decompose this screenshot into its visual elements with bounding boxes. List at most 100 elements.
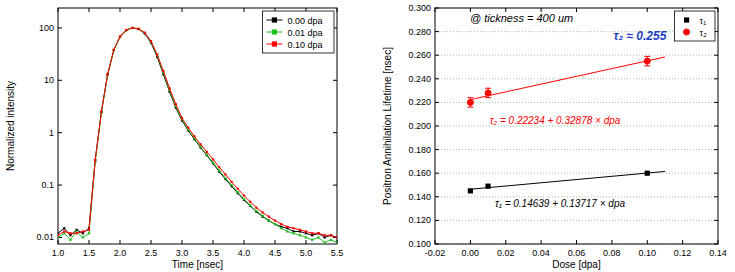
data-point (88, 232, 90, 234)
data-point (131, 27, 133, 29)
data-point (311, 239, 313, 241)
data-point (317, 232, 319, 234)
legend-box (262, 11, 334, 53)
data-point (268, 216, 270, 218)
data-point (237, 191, 239, 193)
x-tick (682, 240, 683, 244)
data-point (231, 181, 233, 183)
y-tick (435, 102, 439, 103)
y-tick (435, 173, 439, 174)
series-line (470, 57, 665, 100)
y-tick-label: 0.01 (36, 232, 54, 242)
data-point (88, 229, 90, 231)
data-point (255, 211, 257, 213)
grid-line (435, 220, 718, 221)
grid-line (435, 173, 718, 174)
x-tick-label: 0.12 (674, 248, 692, 258)
legend-marker (684, 29, 690, 35)
data-point (293, 232, 295, 234)
data-point (336, 236, 337, 238)
x-tick-label: 2.5 (145, 248, 158, 258)
data-point (138, 28, 140, 30)
x-tick-label: 0.00 (462, 248, 480, 258)
data-point (58, 232, 59, 234)
x-tick (151, 240, 152, 244)
y-tick (714, 55, 718, 56)
series-line (58, 28, 337, 238)
data-point (156, 53, 158, 55)
data-point (113, 49, 115, 51)
data-point (107, 73, 109, 75)
data-point (336, 236, 337, 238)
data-point (200, 143, 202, 145)
data-point (144, 32, 146, 34)
data-point (255, 207, 257, 209)
y-tick-label: 1 (49, 128, 54, 138)
x-tick-label: 0.10 (638, 248, 656, 258)
x-tick-label: 0.08 (603, 248, 621, 258)
data-point (125, 29, 127, 31)
y-tick-label: 0.200 (408, 121, 431, 131)
error-cap (467, 107, 473, 108)
annotation: τ₂ = 0.22234 + 0.32878 × dpa (490, 115, 621, 126)
x-tick (244, 240, 245, 244)
y-tick-label: 0.140 (408, 192, 431, 202)
data-point (119, 36, 121, 38)
data-point (286, 226, 288, 228)
y-tick (714, 220, 718, 221)
error-cap (467, 97, 473, 98)
y-tick (333, 80, 337, 81)
data-point (150, 40, 152, 42)
data-point (119, 36, 121, 38)
y-tick (714, 196, 718, 197)
y-tick-label: 0.1 (41, 180, 54, 190)
y-tick (435, 196, 439, 197)
data-point (467, 99, 473, 105)
x-tick-label: 0.14 (709, 248, 727, 258)
legend: τ₁τ₂ (675, 11, 715, 41)
x-tick (505, 240, 506, 244)
x-tick-label: 0.06 (568, 248, 586, 258)
grid-line (435, 55, 718, 56)
data-point (305, 230, 307, 232)
x-tick (576, 8, 577, 12)
y-tick (435, 149, 439, 150)
annotation: τ₁ = 0.14639 + 0.13717 × dpa (495, 198, 626, 209)
legend: 0.00 dpa0.01 dpa0.10 dpa (262, 11, 334, 53)
legend-label: τ₁ (700, 16, 707, 26)
x-tick (89, 240, 90, 244)
y-tick (435, 244, 439, 245)
y-tick-label: 0.120 (408, 215, 431, 225)
series-line (58, 28, 337, 238)
data-point (305, 236, 307, 238)
data-point (249, 204, 251, 206)
y-tick (333, 185, 337, 186)
data-point (280, 227, 282, 229)
x-tick (151, 8, 152, 12)
data-point (255, 210, 257, 212)
data-point (175, 103, 177, 105)
y-tick (714, 173, 718, 174)
x-tick-label: 5.0 (300, 248, 313, 258)
error-cap (644, 56, 650, 57)
data-point (317, 236, 319, 238)
x-tick-label: 4.0 (238, 248, 251, 258)
data-point (138, 28, 140, 30)
data-point (94, 159, 96, 161)
grid-line (435, 78, 718, 79)
data-point (131, 27, 133, 29)
data-point (286, 230, 288, 232)
data-point (311, 234, 313, 236)
data-point (243, 194, 245, 196)
data-point (224, 173, 226, 175)
x-tick (718, 8, 719, 12)
data-point (299, 234, 301, 236)
grid-line (435, 102, 718, 103)
y-tick-label: 0.160 (408, 168, 431, 178)
x-tick-label: 3.0 (176, 248, 189, 258)
error-cap (485, 97, 491, 98)
y-tick (435, 220, 439, 221)
y-tick-label: 0.240 (408, 74, 431, 84)
data-point (280, 223, 282, 225)
data-point (181, 117, 183, 119)
